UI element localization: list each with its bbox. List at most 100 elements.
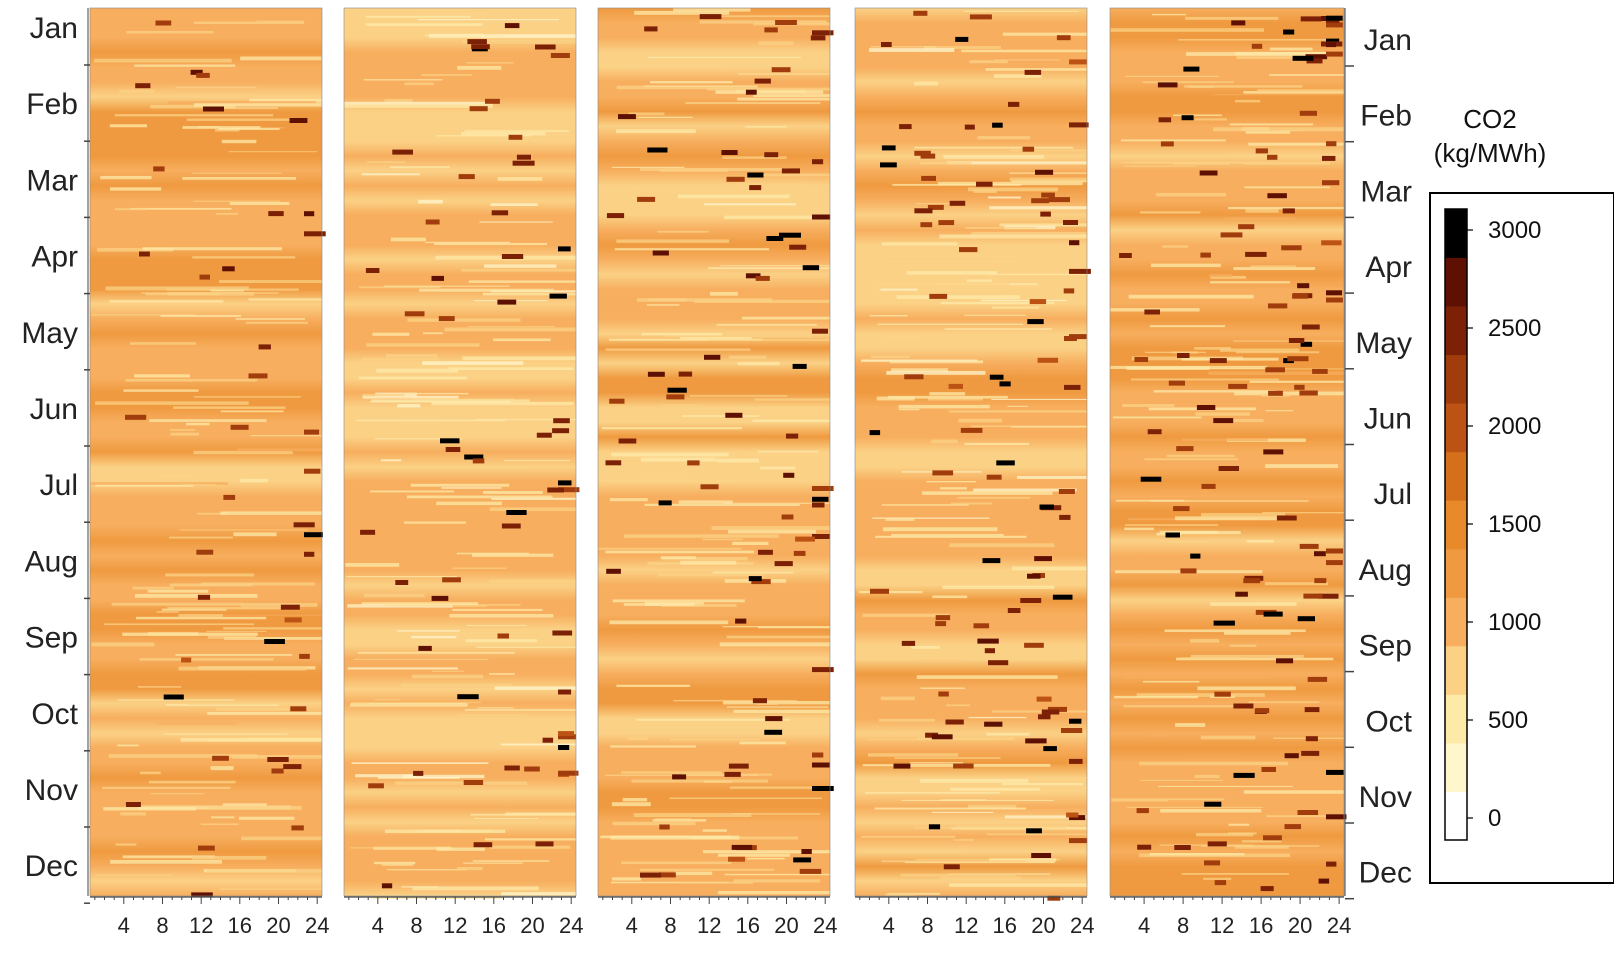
high-emission-mark [1243, 578, 1261, 584]
high-emission-mark [1174, 845, 1191, 850]
heat-streak [366, 343, 480, 347]
high-emission-mark [1312, 368, 1328, 374]
heat-streak [726, 635, 830, 639]
hour-tick-label: 4 [883, 913, 895, 938]
heat-streak [915, 203, 957, 205]
heat-streak [476, 646, 576, 648]
high-emission-mark [1177, 353, 1190, 358]
high-emission-mark [953, 763, 974, 769]
heat-streak [229, 202, 290, 205]
heat-streak [1195, 412, 1250, 416]
high-emission-mark [748, 576, 762, 582]
high-emission-mark [284, 617, 302, 623]
high-emission-mark [667, 387, 687, 393]
heat-streak [406, 495, 553, 499]
high-emission-mark [473, 842, 493, 848]
high-emission-mark [1176, 446, 1194, 452]
heat-streak [156, 722, 237, 725]
high-emission-mark [755, 275, 770, 281]
high-emission-mark [1322, 155, 1336, 161]
heat-streak [1124, 165, 1197, 167]
hour-axis-2: 4 8 12 16 20 24 [344, 896, 583, 938]
high-emission-mark [959, 247, 978, 253]
heat-streak [980, 299, 1067, 302]
heat-streak [716, 15, 830, 18]
heat-streak [920, 687, 965, 689]
heat-streak [345, 563, 400, 567]
high-emission-mark [914, 208, 933, 214]
heat-streak [1131, 378, 1279, 381]
high-emission-mark [471, 44, 490, 50]
heat-streak [599, 64, 719, 67]
high-emission-mark [726, 176, 745, 182]
high-emission-mark [1218, 466, 1239, 471]
heat-streak [181, 484, 217, 486]
hour-tick-label: 4 [118, 913, 130, 938]
heat-streak [1125, 75, 1219, 77]
heat-streak [949, 543, 1055, 548]
heat-streak [1208, 371, 1344, 375]
heat-streak [889, 360, 983, 364]
hour-tick-label: 8 [156, 913, 168, 938]
high-emission-mark [497, 633, 509, 639]
heat-streak [436, 135, 531, 137]
heat-streak [347, 604, 453, 608]
heat-streak [966, 289, 994, 291]
heat-streak [712, 571, 794, 574]
heat-streak [1205, 782, 1344, 785]
high-emission-mark [984, 648, 995, 654]
high-emission-mark [1235, 591, 1248, 597]
high-emission-mark [812, 214, 831, 220]
high-emission-mark [749, 185, 762, 191]
heat-streak [102, 821, 162, 826]
heat-streak [756, 412, 830, 415]
heat-streak [1228, 206, 1344, 210]
heat-streak [723, 502, 830, 504]
high-emission-mark [431, 595, 449, 601]
high-emission-mark [1204, 860, 1221, 866]
heat-streak [170, 432, 199, 436]
heat-streak [206, 869, 322, 873]
heat-streak [494, 686, 576, 690]
heat-streak [1142, 81, 1234, 84]
heat-streak [1248, 142, 1344, 146]
heat-streak [421, 74, 473, 76]
heat-streak [359, 286, 441, 289]
heat-streak [161, 608, 227, 611]
heat-streak [401, 683, 513, 687]
high-emission-mark [222, 266, 235, 272]
heat-streak [1213, 94, 1344, 96]
heat-streak [449, 614, 554, 618]
high-emission-mark [293, 522, 315, 528]
high-emission-mark [1306, 58, 1323, 64]
high-emission-mark [1022, 146, 1035, 152]
heat-streak [223, 627, 322, 630]
high-emission-mark [812, 486, 834, 491]
high-emission-mark [516, 154, 531, 160]
heat-streak [1200, 735, 1256, 740]
high-emission-mark [982, 558, 1001, 564]
high-emission-mark [258, 344, 271, 350]
heat-streak [355, 774, 417, 778]
heat-streak [193, 450, 293, 455]
heat-streak [1209, 273, 1232, 278]
heat-streak [711, 526, 830, 530]
heat-streak [1158, 785, 1293, 787]
high-emission-mark [1326, 42, 1337, 48]
heat-streak [466, 624, 527, 626]
heat-streak [383, 285, 510, 287]
high-emission-mark [1181, 115, 1194, 121]
heat-streak [747, 857, 785, 860]
high-emission-mark [1069, 334, 1087, 340]
heat-streak [610, 835, 740, 840]
heat-streak [1273, 129, 1303, 132]
left-month-label: Aug [25, 545, 78, 578]
heat-streak [193, 396, 301, 398]
high-emission-mark [931, 734, 953, 740]
heat-streak [124, 805, 279, 808]
high-emission-mark [504, 23, 520, 29]
heat-streak [965, 226, 1037, 229]
high-emission-mark [304, 429, 320, 435]
high-emission-mark [812, 30, 834, 36]
heat-streak [483, 491, 543, 494]
